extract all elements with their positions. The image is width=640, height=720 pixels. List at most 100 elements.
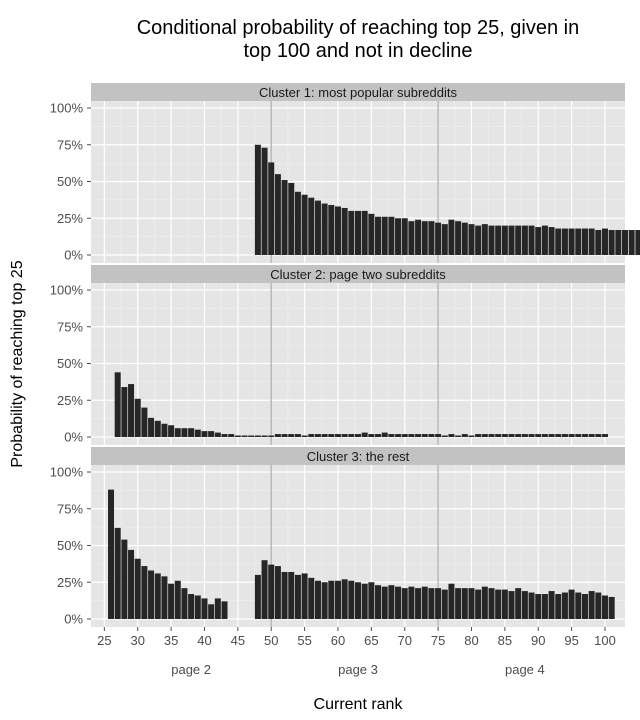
bar <box>261 560 268 619</box>
bar <box>161 423 168 437</box>
bar <box>294 574 301 619</box>
bar <box>495 589 502 619</box>
bar <box>495 225 502 255</box>
bar <box>528 225 535 255</box>
bar <box>375 434 382 437</box>
bar <box>601 595 608 619</box>
bar <box>134 398 141 437</box>
bar <box>515 588 522 619</box>
bar <box>208 604 215 619</box>
panel-strip-label: Cluster 2: page two subreddits <box>270 267 446 282</box>
y-tick-label: 0% <box>64 430 83 445</box>
panel-strip-label: Cluster 1: most popular subreddits <box>259 85 457 100</box>
x-tick-label: 65 <box>364 633 378 648</box>
x-tick-label: 70 <box>397 633 411 648</box>
bar <box>314 434 321 437</box>
bar <box>575 228 582 255</box>
page-labels: page 2 page 3 page 4 <box>171 662 545 677</box>
y-tick-label: 25% <box>57 211 83 226</box>
bar <box>441 224 448 255</box>
bar <box>488 225 495 255</box>
page-label: page 4 <box>505 662 545 677</box>
bar <box>141 407 148 437</box>
bar <box>501 434 508 437</box>
x-tick-label: 100 <box>594 633 616 648</box>
bar <box>288 434 295 437</box>
bar <box>281 180 288 255</box>
bar <box>334 206 341 255</box>
bar <box>415 219 422 255</box>
bar <box>354 210 362 255</box>
bar <box>228 434 235 437</box>
x-tick-label: 40 <box>197 633 211 648</box>
bar <box>328 205 335 255</box>
chart-title-line-1: Conditional probability of reaching top … <box>137 17 580 39</box>
bar <box>395 218 402 255</box>
bar <box>294 191 301 255</box>
bar <box>188 594 195 619</box>
bar <box>581 434 588 437</box>
bar <box>528 592 535 619</box>
bar <box>248 435 255 437</box>
y-tick-label: 100% <box>50 465 84 480</box>
bar <box>468 435 475 437</box>
bar <box>455 588 462 619</box>
bar <box>435 588 442 619</box>
x-tick-label: 60 <box>331 633 345 648</box>
bar <box>254 144 261 255</box>
x-tick-label: 85 <box>498 633 512 648</box>
bar <box>288 571 295 619</box>
bar <box>154 573 161 619</box>
bar <box>294 434 301 437</box>
chart-title-line-2: top 100 and not in decline <box>243 40 472 62</box>
bar <box>148 417 155 437</box>
bar <box>314 200 321 255</box>
bar <box>415 588 422 619</box>
bar <box>375 585 382 619</box>
bar <box>515 225 522 255</box>
y-tick-label: 50% <box>57 174 83 189</box>
bar <box>568 434 575 437</box>
y-tick-label: 25% <box>57 393 83 408</box>
bar <box>428 434 435 437</box>
y-axis-title: Probability of reaching top 25 <box>9 260 26 467</box>
bar <box>381 432 388 437</box>
bar <box>194 429 201 437</box>
x-axis: 25 30 35 40 45 50 55 60 65 70 75 80 85 90 95 100 <box>97 627 616 648</box>
bar <box>388 434 395 437</box>
bar <box>555 228 562 255</box>
bar <box>168 583 175 619</box>
bar <box>214 432 221 437</box>
y-tick-label: 0% <box>64 248 83 263</box>
bar <box>448 219 455 255</box>
bar <box>481 434 488 437</box>
panel-3: Cluster 3: the rest 0% 25% 50% 75% 100% <box>50 447 625 627</box>
bar <box>334 580 341 619</box>
bar <box>508 225 515 255</box>
bar <box>114 372 121 437</box>
bar <box>234 435 241 437</box>
bar <box>154 420 161 437</box>
bar <box>395 586 402 619</box>
bar <box>261 147 268 255</box>
bar <box>501 225 508 255</box>
panel-strip-label: Cluster 3: the rest <box>307 449 410 464</box>
bar <box>628 230 635 255</box>
bar <box>174 428 181 437</box>
bar <box>328 434 335 437</box>
bar <box>548 591 555 619</box>
x-tick-label: 80 <box>464 633 478 648</box>
bar <box>548 434 555 437</box>
y-tick-label: 0% <box>64 612 83 627</box>
bar <box>615 230 622 255</box>
bar <box>468 224 475 255</box>
bar <box>161 576 168 619</box>
bar <box>428 588 435 619</box>
bar <box>121 387 128 437</box>
bar <box>421 586 428 619</box>
bar <box>575 592 582 619</box>
panel-strip <box>91 265 625 283</box>
bar <box>515 434 522 437</box>
bar <box>395 434 402 437</box>
